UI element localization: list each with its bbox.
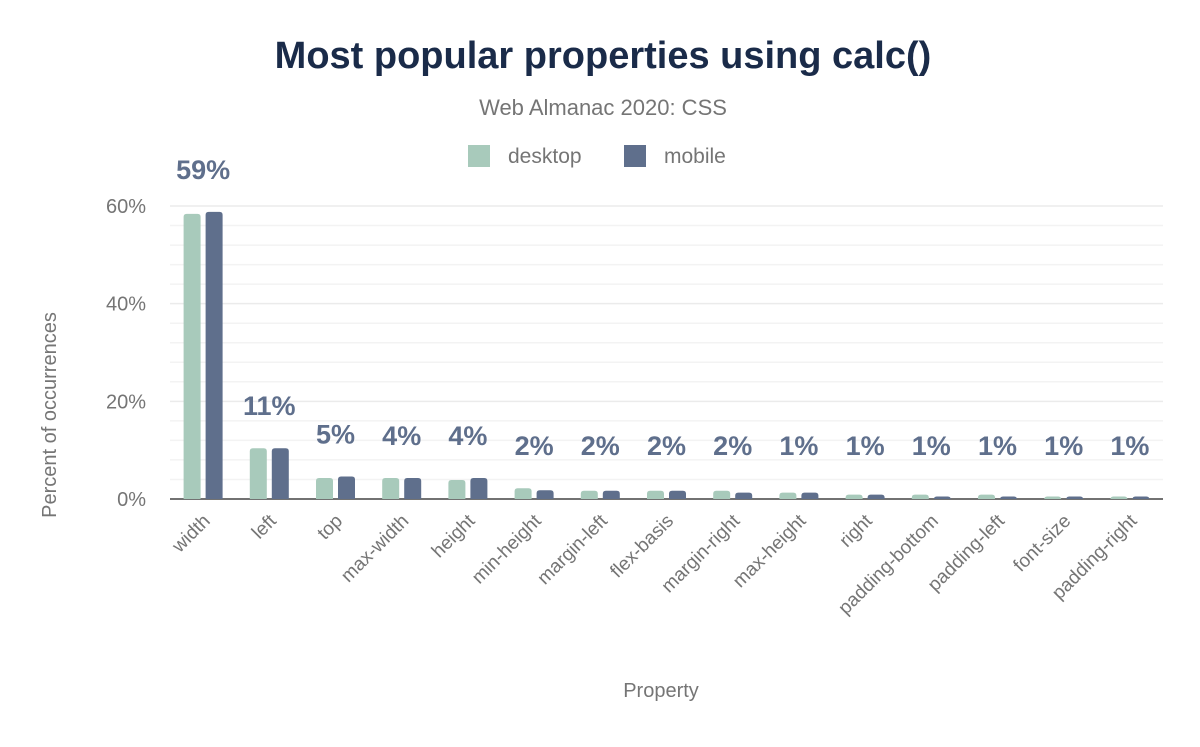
bar-desktop-padding-bottom	[911, 494, 929, 499]
bar-mobile-max-height	[801, 492, 819, 499]
data-label: 2%	[581, 431, 620, 461]
bar-desktop-margin-left	[580, 490, 598, 499]
bar-desktop-right	[845, 494, 863, 499]
bar-mobile-min-height	[536, 490, 554, 499]
data-label: 5%	[316, 420, 355, 450]
bar-desktop-font-size	[1044, 496, 1062, 500]
bar-mobile-flex-basis	[669, 490, 686, 499]
bar-desktop-max-width	[382, 478, 400, 499]
bar-mobile-padding-right	[1132, 496, 1150, 500]
bar-mobile-left	[271, 448, 289, 499]
x-axis-label: Property	[623, 680, 699, 702]
bar-desktop-min-height	[514, 488, 532, 499]
bar-desktop-width	[183, 213, 201, 499]
bar-desktop-padding-left	[978, 494, 995, 499]
data-label: 2%	[713, 431, 752, 461]
y-axis-label: Percent of occurrences	[39, 312, 61, 518]
legend-label-mobile: mobile	[664, 145, 726, 168]
bar-desktop-top	[316, 478, 333, 499]
bar-desktop-height	[448, 479, 466, 499]
bar-mobile-font-size	[1066, 496, 1084, 500]
bar-desktop-left	[249, 448, 267, 499]
x-tick-label: top	[314, 511, 348, 545]
legend: desktop mobile	[468, 145, 726, 168]
bar-desktop-max-height	[779, 492, 797, 499]
y-tick-label: 0%	[117, 489, 146, 511]
data-label: 11%	[243, 391, 296, 421]
bar-mobile-max-width	[404, 478, 422, 499]
x-tick-label: width	[168, 511, 215, 558]
bar-mobile-width	[205, 211, 223, 500]
x-tick-label: right	[836, 510, 877, 551]
grid: 0% 20% 40% 60%	[106, 196, 1163, 511]
bar-mobile-top	[338, 476, 355, 499]
data-label: 1%	[846, 431, 885, 461]
bar-mobile-padding-bottom	[933, 496, 951, 500]
x-tick-label: height	[428, 510, 480, 562]
data-label: 1%	[1110, 431, 1149, 461]
chart-subtitle: Web Almanac 2020: CSS	[479, 95, 727, 120]
legend-label-desktop: desktop	[508, 145, 582, 168]
bar-mobile-height	[470, 478, 488, 499]
data-label: 1%	[1044, 431, 1083, 461]
y-tick-label: 20%	[106, 391, 146, 413]
bar-desktop-margin-right	[713, 490, 731, 499]
data-label: 2%	[515, 431, 554, 461]
bar-mobile-right	[867, 494, 885, 499]
y-tick-label: 60%	[106, 196, 146, 218]
x-tick-label: min-height	[468, 510, 546, 588]
bar-desktop-flex-basis	[647, 490, 664, 499]
data-label: 4%	[448, 421, 487, 451]
data-label: 1%	[978, 431, 1017, 461]
data-label: 2%	[647, 431, 686, 461]
bar-desktop-padding-right	[1110, 496, 1128, 500]
x-tick-label: margin-left	[534, 510, 613, 589]
x-tick-label: max-height	[729, 510, 811, 592]
bar-mobile-margin-left	[602, 490, 620, 499]
x-tick-label: left	[248, 510, 281, 543]
legend-swatch-desktop	[468, 145, 490, 167]
bars	[183, 211, 1150, 500]
data-labels: 59% 11% 5% 4% 4% 2% 2% 2% 2% 1% 1% 1% 1% 1% 1%	[176, 155, 1149, 461]
chart-title: Most popular properties using calc()	[275, 35, 932, 77]
y-tick-label: 40%	[106, 294, 146, 316]
data-label: 1%	[779, 431, 818, 461]
bar-mobile-padding-left	[1000, 496, 1017, 500]
data-label: 4%	[382, 421, 421, 451]
data-label: 1%	[912, 431, 951, 461]
data-label: 59%	[176, 155, 230, 185]
legend-swatch-mobile	[624, 145, 646, 167]
x-tick-label: max-width	[337, 511, 413, 587]
bar-mobile-margin-right	[735, 492, 753, 499]
x-tick-label: font-size	[1010, 511, 1076, 577]
